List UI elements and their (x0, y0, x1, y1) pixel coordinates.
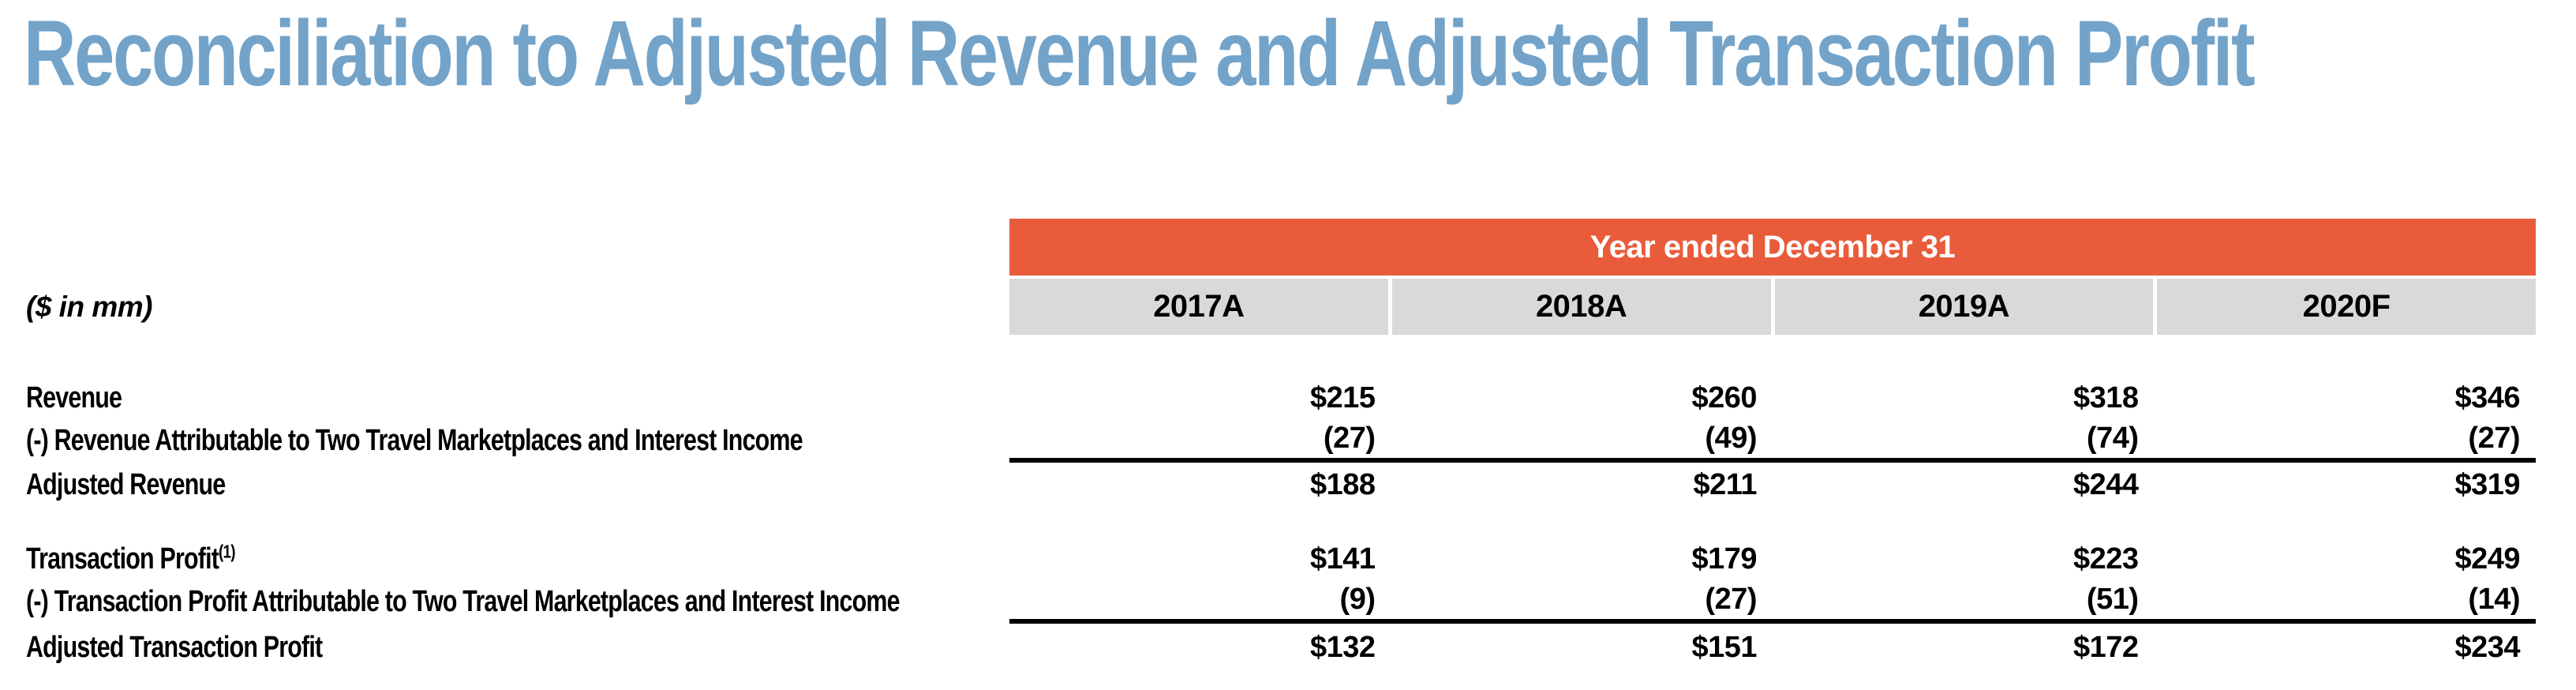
row-label-main: Transaction Profit (26, 542, 219, 576)
table-row-transaction-profit: Transaction Profit(1) $141 $179 $223 $24… (0, 538, 2536, 579)
table-cell: (27) (1009, 418, 1391, 463)
row-label: Transaction Profit(1) (0, 538, 1009, 579)
table-row-adjusted-transaction-profit: Adjusted Transaction Profit $132 $151 $1… (0, 624, 2536, 671)
column-header-2017a: 2017A (1009, 279, 1388, 335)
table-cell: $223 (2072, 542, 2139, 576)
table-row-adjusted-revenue: Adjusted Revenue $188 $211 $244 $319 (0, 463, 2536, 507)
table-cell: $249 (2454, 542, 2520, 576)
column-header-2018a: 2018A (1391, 279, 1771, 335)
table-cell: $215 (1309, 381, 1376, 414)
table-cell: (74) (1773, 418, 2155, 463)
table-row-revenue-deduction: (-) Revenue Attributable to Two Travel M… (0, 418, 2536, 463)
table-cell: $346 (2454, 381, 2520, 414)
table-cell: $188 (1309, 467, 1376, 501)
table-cell: (14) (2154, 579, 2536, 624)
period-header-band: Year ended December 31 (1009, 219, 2536, 276)
row-label: (-) Revenue Attributable to Two Travel M… (0, 418, 1009, 463)
footnote-marker: (1) (219, 540, 235, 561)
table-cell: (51) (1773, 579, 2155, 624)
column-header-row: 2017A 2018A 2019A 2020F (1009, 279, 2536, 335)
table-cell: $172 (2072, 630, 2139, 664)
table-cell: (49) (1391, 418, 1773, 463)
table-cell: $132 (1309, 630, 1376, 664)
row-label: Adjusted Transaction Profit (0, 624, 1009, 671)
table-cell: (27) (1391, 579, 1773, 624)
table-cell: (9) (1009, 579, 1391, 624)
table-cell: $260 (1691, 381, 1757, 414)
table-cell: $244 (2072, 467, 2139, 501)
row-label-text: (-) Revenue Attributable to Two Travel M… (26, 423, 803, 457)
table-body: Revenue $215 $260 $318 $346 (-) Revenue … (0, 377, 2536, 671)
row-label-text: Adjusted Transaction Profit (26, 630, 323, 664)
table-cell: $151 (1691, 630, 1757, 664)
table-cell: $141 (1309, 542, 1376, 576)
table-cell: $319 (2454, 467, 2520, 501)
table-cell: $179 (1691, 542, 1757, 576)
period-header-label: Year ended December 31 (1589, 229, 1956, 264)
table-cell: $234 (2454, 630, 2520, 664)
units-label: ($ in mm) (26, 290, 152, 323)
row-label: Revenue (0, 377, 1009, 418)
table-row-transaction-profit-deduction: (-) Transaction Profit Attributable to T… (0, 579, 2536, 624)
table-cell: $211 (1693, 467, 1758, 501)
page-title: Reconciliation to Adjusted Revenue and A… (24, 2, 2576, 106)
table-row-revenue: Revenue $215 $260 $318 $346 (0, 377, 2536, 418)
row-label-text: Adjusted Revenue (26, 467, 226, 501)
column-header-2019a: 2019A (1774, 279, 2154, 335)
row-group-spacer (0, 507, 2536, 538)
row-label: Adjusted Revenue (0, 463, 1009, 507)
column-header-2020f: 2020F (2157, 279, 2536, 335)
row-label-text: Transaction Profit(1) (26, 542, 235, 576)
row-label-text: (-) Transaction Profit Attributable to T… (26, 584, 900, 618)
row-label: (-) Transaction Profit Attributable to T… (0, 579, 1009, 624)
table-cell: (27) (2154, 418, 2536, 463)
row-label-text: Revenue (26, 381, 122, 414)
page-title-text: Reconciliation to Adjusted Revenue and A… (24, 2, 2256, 106)
table-cell: $318 (2072, 381, 2139, 414)
